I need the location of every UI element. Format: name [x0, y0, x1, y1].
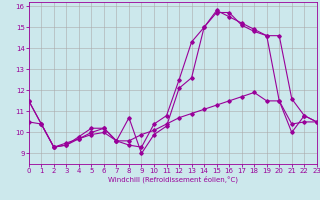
X-axis label: Windchill (Refroidissement éolien,°C): Windchill (Refroidissement éolien,°C) [108, 176, 238, 183]
